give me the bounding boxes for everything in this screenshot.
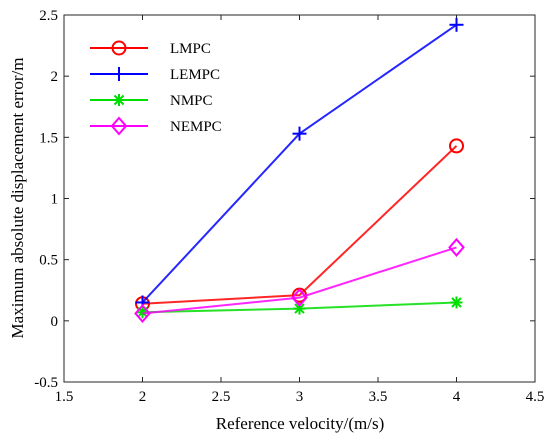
- asterisk-marker-d2: [451, 297, 462, 308]
- y-tick-label: 0: [51, 314, 59, 330]
- diamond-marker-shape: [291, 288, 308, 308]
- legend-marker-nempc: [110, 116, 128, 136]
- x-tick-label: 1.5: [55, 389, 74, 405]
- nempc-point: [291, 288, 308, 308]
- x-tick-label: 3: [296, 389, 304, 405]
- axis-ticks: 1.5 2 2.5 3 3.5 4 4.5 -0.5 0 0.5 1 1.5 2 2.5: [34, 8, 544, 405]
- x-tick-label: 2.5: [212, 389, 231, 405]
- legend-label-lmpc: LMPC: [170, 41, 211, 57]
- diamond-marker-shape: [110, 116, 128, 136]
- diamond-marker-shape: [134, 303, 151, 324]
- series-layer: [134, 17, 465, 324]
- lmpc-point: [449, 138, 464, 154]
- legend-marker-lmpc: [111, 40, 127, 56]
- circle-marker-shape: [111, 40, 127, 56]
- nempc-series-line: [142, 246, 457, 315]
- y-tick-label: 2: [51, 69, 59, 85]
- legend-label-lempc: LEMPC: [170, 67, 220, 83]
- lempc-point: [449, 17, 464, 32]
- legend-item-nmpc: NMPC: [90, 93, 213, 109]
- diamond-marker-shape: [448, 237, 465, 257]
- legend-marker-nmpc: [113, 94, 125, 106]
- nmpc-point: [450, 296, 463, 309]
- y-tick-label: 0.5: [39, 253, 58, 269]
- legend-label-nmpc: NMPC: [170, 93, 213, 109]
- y-tick-label: 2.5: [39, 8, 58, 24]
- circle-marker-shape: [449, 138, 464, 154]
- asterisk-marker-d2: [294, 303, 305, 314]
- plot-area: [63, 14, 536, 383]
- legend-item-lmpc: LMPC: [90, 40, 211, 57]
- legend-label-nempc: NEMPC: [170, 119, 222, 135]
- asterisk-marker-d2: [113, 94, 125, 106]
- legend-item-nempc: NEMPC: [90, 116, 222, 136]
- x-tick-label: 3.5: [369, 389, 388, 405]
- x-tick-label: 2: [139, 389, 147, 405]
- legend: LMPC LEMPC NMPC NEMPC: [90, 40, 222, 136]
- y-tick-label: 1: [51, 192, 59, 208]
- y-tick-label: 1.5: [39, 130, 58, 146]
- nempc-point: [448, 237, 465, 257]
- legend-item-lempc: LEMPC: [90, 67, 220, 83]
- nmpc-point: [293, 302, 306, 315]
- lempc-point: [292, 126, 307, 141]
- x-tick-label: 4: [453, 389, 461, 405]
- y-tick-label: -0.5: [34, 375, 58, 391]
- legend-marker-lempc: [112, 67, 126, 81]
- lmpc-series-line: [142, 145, 458, 305]
- nempc-point: [134, 303, 151, 324]
- x-axis-label: Reference velocity/(m/s): [216, 414, 385, 433]
- x-tick-label: 4.5: [526, 389, 545, 405]
- y-axis-label: Maximum absolute displacement error/m: [8, 58, 27, 339]
